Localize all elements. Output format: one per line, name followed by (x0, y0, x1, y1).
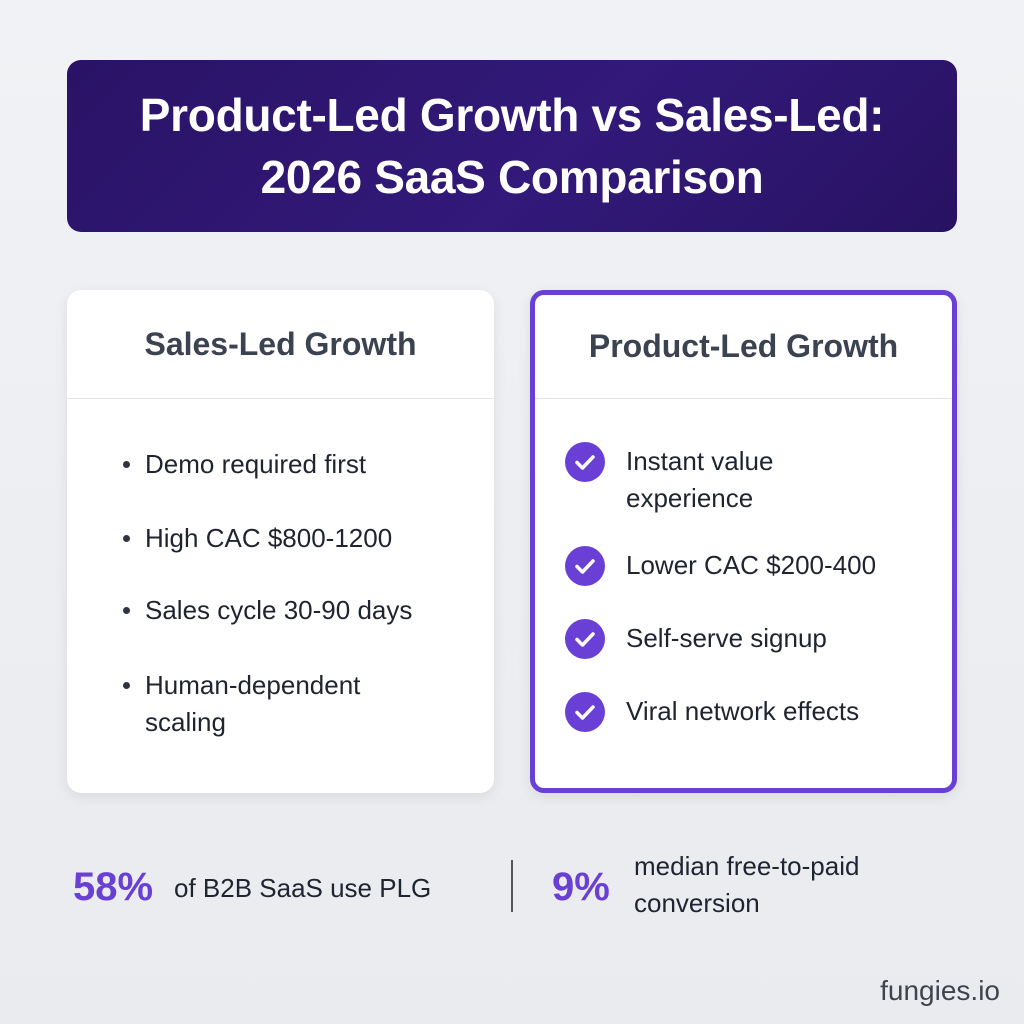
sales-led-card: Sales-Led Growth Demo required first Hig… (67, 290, 494, 793)
divider (511, 860, 513, 912)
bullet-item: Demo required first (123, 446, 465, 483)
check-icon (565, 546, 605, 586)
check-item: Lower CAC $200-400 (626, 550, 877, 580)
brand: fungies.io (880, 975, 1000, 1006)
header: Product-Led Growth vs Sales-Led: 2026 Sa… (67, 60, 957, 232)
stat-value: 58% (73, 865, 154, 909)
check-item: Viral network effects (626, 696, 860, 726)
stat-label: of B2B SaaS use PLG (174, 873, 432, 903)
title-line: 2026 SaaS Comparison (260, 151, 764, 203)
card-title: Product-Led Growth (535, 295, 952, 399)
product-led-card: Product-Led Growth Instant value experie… (530, 290, 957, 793)
check-item: Self-serve signup (626, 623, 827, 653)
check-icon (565, 442, 605, 482)
check-icon (565, 619, 605, 659)
title-line: Product-Led Growth vs Sales-Led: (139, 89, 885, 141)
bullet-item: High CAC $800-1200 (123, 520, 465, 557)
bullet-item: Sales cycle 30-90 days (123, 592, 465, 629)
card-title: Sales-Led Growth (67, 290, 494, 399)
stat-value: 9% (552, 865, 610, 909)
check-icon (565, 692, 605, 732)
check-item: Instant value experience (626, 446, 774, 513)
bullet-item: Human-dependent scaling (123, 667, 415, 741)
stat-label: median free-to-paid conversion (634, 851, 860, 918)
